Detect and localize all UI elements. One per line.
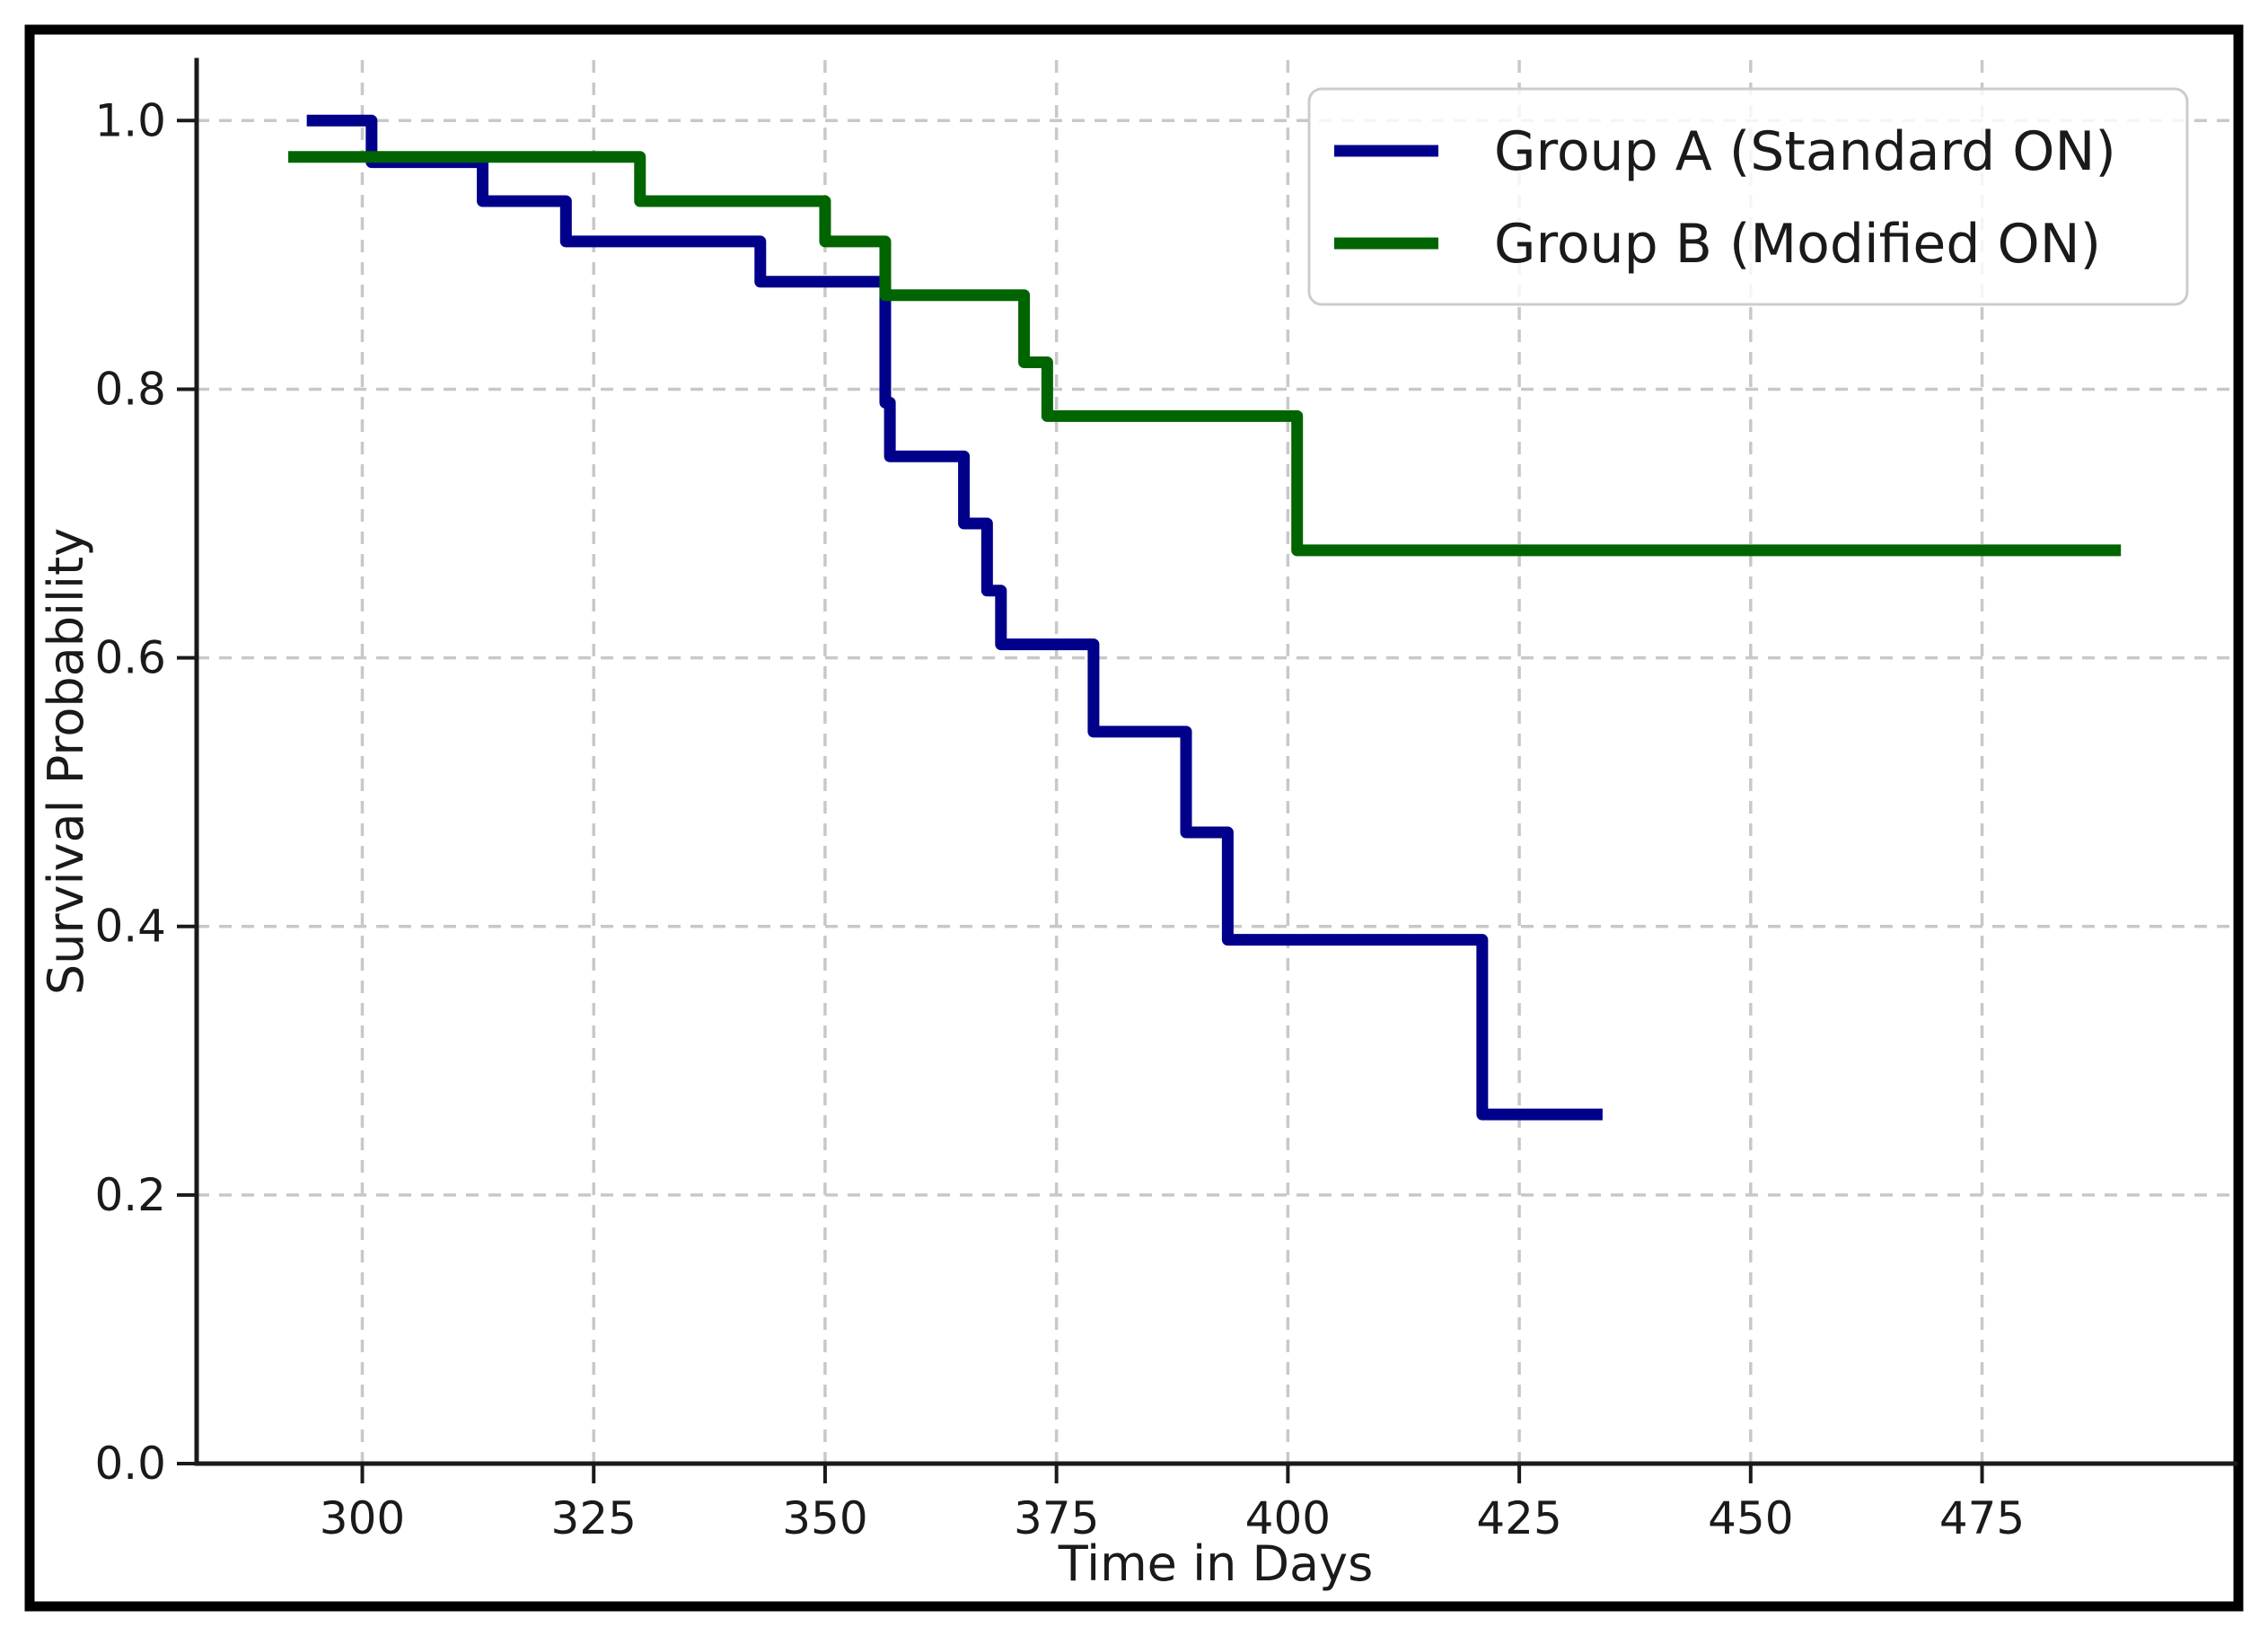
- y-tick-label: 0.0: [94, 1438, 166, 1490]
- x-axis-label: Time in Days: [1058, 1535, 1373, 1592]
- legend-box: [1307, 87, 2189, 306]
- legend: Group A (Standard ON) Group B (Modified …: [1307, 87, 2189, 306]
- x-tick-label: 300: [320, 1492, 405, 1544]
- series: [288, 114, 2122, 1121]
- y-tick-label: 1.0: [94, 94, 166, 146]
- series-curve-group-b: [288, 151, 2122, 557]
- grid: [197, 60, 2236, 1464]
- legend-label-group-b: Group B (Modified ON): [1494, 213, 2101, 276]
- x-tick-label: 425: [1476, 1492, 1561, 1544]
- y-axis-label: Survival Probability: [38, 528, 94, 995]
- x-tick-label: 450: [1708, 1492, 1793, 1544]
- x-tick-label: 475: [1939, 1492, 2025, 1544]
- series-curve-group-a: [306, 114, 1603, 1121]
- x-tick-label: 400: [1245, 1492, 1331, 1544]
- y-tick-label: 0.8: [94, 363, 166, 415]
- y-tick-label: 0.2: [94, 1169, 166, 1221]
- figure-border: [24, 24, 2244, 1612]
- x-tick-label: 375: [1014, 1492, 1099, 1544]
- x-tick-label: 325: [551, 1492, 637, 1544]
- ticks: 300 325 350 375 400 425 450 475 0.0 0.2 0.4 0.6 0.8 1…: [94, 94, 2025, 1544]
- legend-label-group-a: Group A (Standard ON): [1494, 120, 2116, 183]
- y-tick-label: 0.6: [94, 632, 166, 684]
- y-tick-label: 0.4: [94, 901, 166, 953]
- x-tick-label: 350: [782, 1492, 867, 1544]
